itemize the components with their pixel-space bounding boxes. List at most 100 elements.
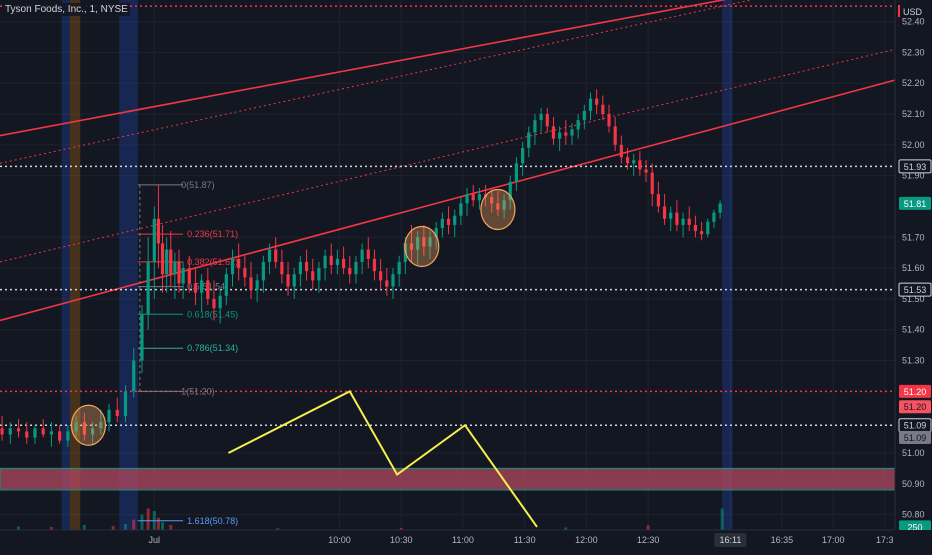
price-badge[interactable] [898, 282, 932, 297]
candle-body [41, 428, 45, 435]
candle-body [311, 271, 315, 281]
price-tick-label: 51.50 [902, 294, 925, 304]
time-axis[interactable]: Jul 10:00 10:30 11:00 11:30 12:00 12:30 16:11 16… [0, 529, 932, 550]
candle-body [675, 212, 679, 225]
price-badge[interactable] [899, 196, 931, 210]
price-badge-label: 51.09 [904, 433, 927, 443]
candle-body [123, 391, 128, 416]
candle-body [699, 231, 704, 235]
volume-bar [82, 524, 86, 530]
circle-marker[interactable] [70, 404, 107, 446]
candle-body [165, 249, 169, 275]
candle-body [99, 422, 103, 429]
price-badge-label: 51.09 [904, 421, 927, 431]
candle-body [292, 274, 296, 287]
circle-marker[interactable] [404, 225, 440, 268]
candle-body [218, 295, 222, 309]
candle-body [177, 261, 181, 284]
price-badge[interactable] [899, 431, 931, 445]
time-axis-background [0, 530, 932, 550]
fib-level-label: 1.618(50.78) [187, 516, 238, 526]
candle-body [459, 203, 463, 216]
candles [0, 89, 722, 447]
candle-body [187, 268, 191, 284]
volume-bar [156, 517, 160, 530]
candle-body [446, 218, 451, 225]
candle-body [230, 258, 235, 275]
candle-body [644, 169, 648, 173]
candle-body [173, 261, 177, 275]
circle-marker[interactable] [480, 188, 516, 231]
trend-channel-line[interactable] [0, 48, 896, 263]
volume-bar [646, 525, 650, 530]
volume-bar [146, 508, 150, 530]
candle-body [212, 298, 216, 309]
candle-body [243, 268, 247, 278]
zigzag-line[interactable] [227, 390, 538, 528]
price-axis-background [895, 0, 932, 550]
candle-body [576, 120, 580, 130]
time-cursor-badge [714, 533, 747, 547]
volume-bar [169, 524, 173, 530]
price-tick-label: 51.90 [902, 171, 925, 181]
fib-level-label: 1(51.20) [181, 386, 215, 396]
price-tick-label: 51.30 [902, 356, 925, 366]
price-tick-label: 51.00 [902, 448, 925, 458]
price-badge-label: 51.53 [904, 285, 927, 295]
price-badge-label: 51.93 [904, 162, 927, 172]
currency-badge[interactable] [899, 4, 929, 18]
candle-body [140, 314, 144, 361]
candle-body [82, 422, 86, 435]
candle-body [687, 218, 691, 225]
candle-body [582, 110, 586, 121]
price-badge[interactable] [898, 159, 932, 174]
session-band [722, 0, 733, 530]
candle-body [206, 280, 210, 299]
currency-marker [898, 5, 900, 17]
volume-bar [124, 523, 128, 530]
price-axis[interactable]: 52.40 52.30 52.20 52.10 52.00 51.90 51.70 51.60… [894, 0, 932, 550]
candle-body [638, 160, 642, 170]
candle-body [508, 181, 512, 201]
price-tick-label: 50.90 [902, 479, 925, 489]
candle-body [304, 261, 309, 272]
candle-body [662, 206, 667, 219]
currency-label: USD [903, 7, 923, 17]
trend-channel-line[interactable] [0, 0, 854, 137]
time-tick-label: 17:3 [876, 535, 894, 545]
price-tick-label: 51.60 [902, 263, 925, 273]
candle-body [422, 237, 426, 247]
candle-body [193, 283, 198, 293]
price-tick-label: 52.40 [902, 17, 925, 27]
zigzag-polyline[interactable] [227, 390, 538, 528]
candle-body [280, 261, 284, 275]
candle-body [625, 157, 630, 164]
candle-body [132, 360, 136, 392]
candle-body [255, 280, 259, 290]
candle-body [169, 249, 173, 275]
candle-body [237, 258, 241, 269]
candle-body [181, 268, 185, 284]
circle-markers[interactable] [70, 188, 516, 446]
candle-body [613, 126, 617, 145]
price-badge[interactable] [899, 384, 931, 398]
time-tick-label: 11:00 [452, 535, 474, 545]
candle-body [619, 144, 623, 158]
candle-body [712, 212, 716, 222]
candle-body [58, 431, 62, 441]
volume-bar [17, 526, 21, 530]
volume-bar [399, 527, 403, 530]
horizontal-levels[interactable] [0, 5, 895, 426]
candle-body [329, 255, 333, 265]
candle-body [115, 409, 119, 416]
candle-body [25, 431, 29, 438]
candle-body [33, 428, 37, 438]
candle-body [0, 428, 4, 435]
time-tick-label: 16:35 [771, 535, 794, 545]
candle-body [267, 249, 272, 262]
candle-body [558, 132, 562, 139]
price-badge[interactable] [899, 400, 931, 414]
price-tick-label: 52.20 [902, 78, 925, 88]
